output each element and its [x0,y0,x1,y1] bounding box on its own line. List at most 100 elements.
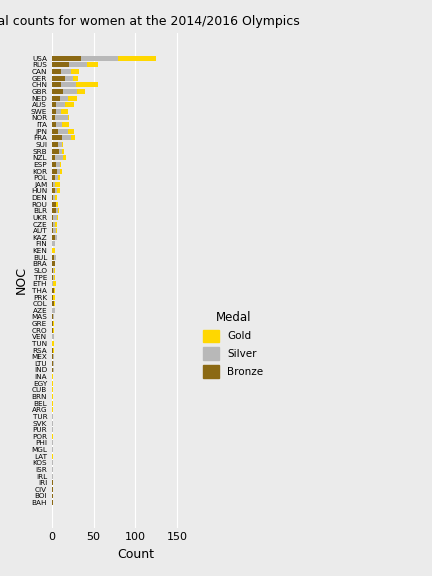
Bar [53,361,54,366]
Title: Medal counts for women at the 2014/2016 Olympics: Medal counts for women at the 2014/2016 … [0,15,300,28]
Bar [55,182,60,187]
Bar [52,109,56,114]
Bar [57,169,60,173]
Bar [61,69,71,74]
Bar [52,367,53,373]
Bar [63,156,66,160]
Bar [56,202,58,207]
Bar [55,156,63,160]
Bar [73,75,78,81]
Bar [52,129,58,134]
Bar [54,288,55,293]
Y-axis label: NOC: NOC [15,267,28,294]
Bar [54,308,55,313]
Bar [61,109,68,114]
Bar [52,314,53,320]
Bar [52,467,53,472]
Bar [52,341,54,346]
Bar [65,102,74,107]
Bar [53,281,56,286]
Bar [52,96,60,101]
Bar [64,75,73,81]
Bar [54,262,55,266]
Bar [52,354,53,359]
Bar [118,56,156,61]
Bar [54,235,57,240]
Bar [52,394,53,399]
Bar [60,96,68,101]
Bar [52,235,54,240]
Bar [52,262,54,266]
Bar [52,275,53,279]
Bar [52,89,63,94]
Bar [52,334,54,339]
Bar [52,215,53,220]
Bar [77,89,85,94]
Bar [54,241,55,247]
Bar [52,175,54,180]
Bar [53,367,54,373]
Bar [52,288,54,293]
Bar [53,215,57,220]
Bar [58,142,62,147]
Bar [52,75,64,81]
Bar [52,56,81,61]
Bar [71,135,74,141]
Bar [52,162,56,167]
Bar [76,82,98,88]
Bar [52,328,53,333]
Bar [52,248,55,253]
Bar [54,275,55,279]
Bar [53,182,55,187]
Bar [56,209,58,213]
Bar [59,149,62,154]
Bar [52,135,62,141]
Bar [52,381,53,386]
Bar [52,374,53,379]
Bar [56,122,62,127]
Bar [56,228,57,233]
Bar [53,268,54,273]
Bar [52,195,53,200]
Bar [62,122,69,127]
Legend: Gold, Silver, Bronze: Gold, Silver, Bronze [195,303,272,386]
Bar [56,162,60,167]
Bar [57,188,60,194]
Bar [53,228,56,233]
Bar [54,175,58,180]
Bar [53,354,54,359]
Bar [52,347,53,353]
Bar [62,135,71,141]
Bar [52,209,56,213]
Bar [52,62,69,67]
Bar [53,328,54,333]
Bar [58,175,60,180]
Bar [52,182,53,187]
Bar [58,129,68,134]
Bar [53,314,54,320]
Bar [53,321,54,326]
Bar [52,447,53,452]
Bar [52,102,56,107]
Bar [52,487,53,492]
Bar [53,347,54,353]
Bar [68,115,69,120]
Bar [52,420,53,426]
Bar [53,275,54,279]
Bar [55,195,57,200]
Bar [52,500,53,505]
Bar [52,149,59,154]
Bar [52,122,56,127]
Bar [63,89,77,94]
Bar [52,301,54,306]
Bar [54,255,56,260]
Bar [60,162,61,167]
Bar [52,82,61,88]
Bar [52,361,53,366]
Bar [52,473,53,479]
Bar [52,434,53,439]
Bar [52,414,53,419]
Bar [61,82,76,88]
Bar [53,294,54,300]
Bar [53,195,55,200]
